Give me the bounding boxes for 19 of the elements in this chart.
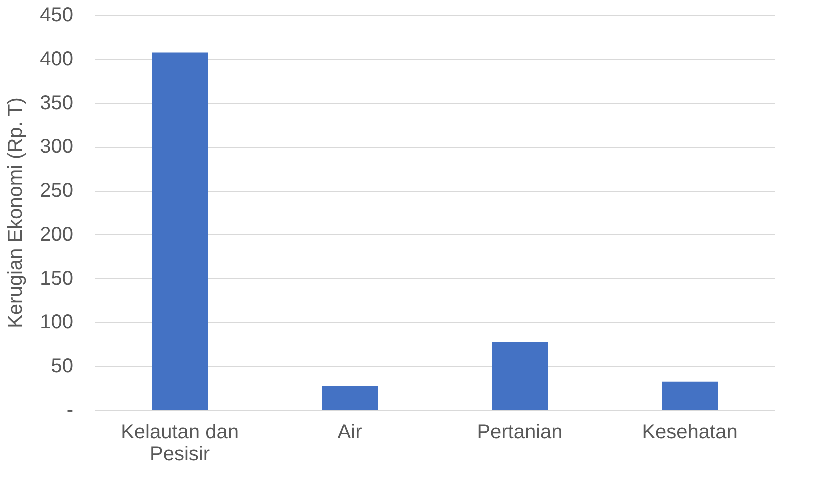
y-tick-label: 350 — [40, 92, 74, 114]
bar — [152, 52, 208, 410]
y-tick-label: 100 — [40, 312, 74, 334]
y-axis-title: Kerugian Ekonomi (Rp. T) — [5, 98, 28, 328]
bar — [662, 382, 718, 410]
x-tick-label: Pertanian — [477, 422, 563, 444]
y-tick-label: 150 — [40, 268, 74, 290]
y-tick-label: 300 — [40, 136, 74, 158]
y-tick-label: 250 — [40, 180, 74, 202]
x-tick-label: Air — [338, 422, 363, 444]
y-tick-label: 50 — [51, 356, 74, 378]
y-tick-label: 400 — [40, 48, 74, 70]
y-tick-label: 450 — [40, 4, 74, 26]
x-tick-label: Kelautan dan Pesisir — [121, 422, 239, 466]
x-tick-label: Kesehatan — [642, 422, 738, 444]
y-tick-label: - — [66, 400, 74, 422]
y-tick-label: 200 — [40, 224, 74, 246]
bar — [492, 342, 548, 410]
bar — [322, 386, 378, 410]
